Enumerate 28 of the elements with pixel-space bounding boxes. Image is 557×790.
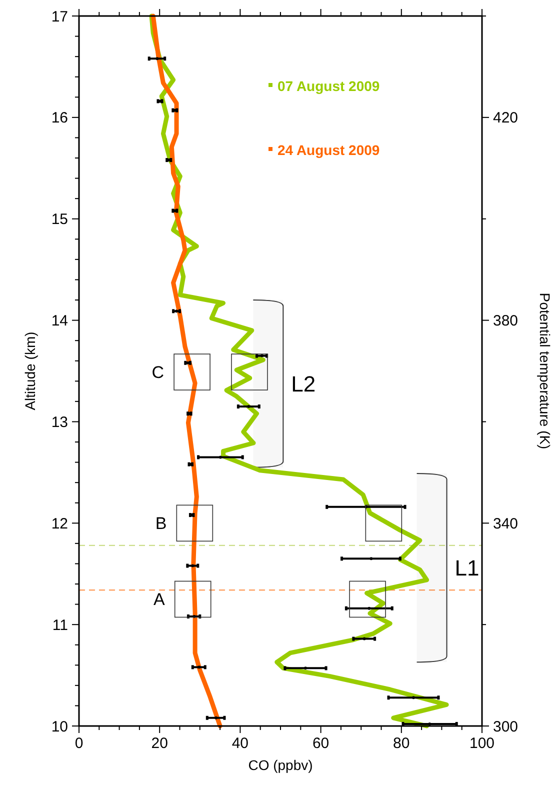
y2-tick-label: 340	[493, 515, 518, 532]
y-tick-label: 15	[51, 211, 68, 228]
annotation: C	[152, 362, 164, 382]
y-tick-label: 13	[51, 414, 68, 431]
y-tick-label: 14	[51, 312, 68, 330]
x-tick-label: 20	[151, 735, 168, 752]
y-tick-label: 12	[51, 515, 68, 532]
x-axis-title: CO (ppbv)	[248, 757, 313, 773]
y-tick-label: 11	[52, 616, 68, 634]
x-tick-label: 80	[393, 735, 410, 752]
y2-axis-title: Potential temperature (K)	[537, 292, 553, 450]
y2-tick-label: 420	[493, 110, 518, 127]
annotation: A	[154, 590, 166, 610]
y-axis-title: Altitude (km)	[22, 332, 38, 410]
band-label: L1	[454, 555, 480, 580]
y-tick-label: 10	[51, 718, 68, 736]
x-tick-label: 0	[74, 735, 84, 752]
band-label: L2	[291, 371, 316, 396]
y-tick-label: 16	[51, 110, 68, 127]
x-tick-label: 60	[312, 735, 330, 752]
legend-label: 24 August 2009	[278, 142, 380, 158]
legend-label: 07 August 2009	[278, 78, 380, 94]
y2-tick-label: 380	[493, 312, 518, 330]
y2-tick-label: 300	[493, 718, 518, 736]
y-tick-label: 17	[51, 8, 68, 26]
x-tick-label: 40	[232, 735, 249, 752]
x-tick-label: 100	[469, 735, 495, 752]
annotation: B	[155, 514, 167, 534]
